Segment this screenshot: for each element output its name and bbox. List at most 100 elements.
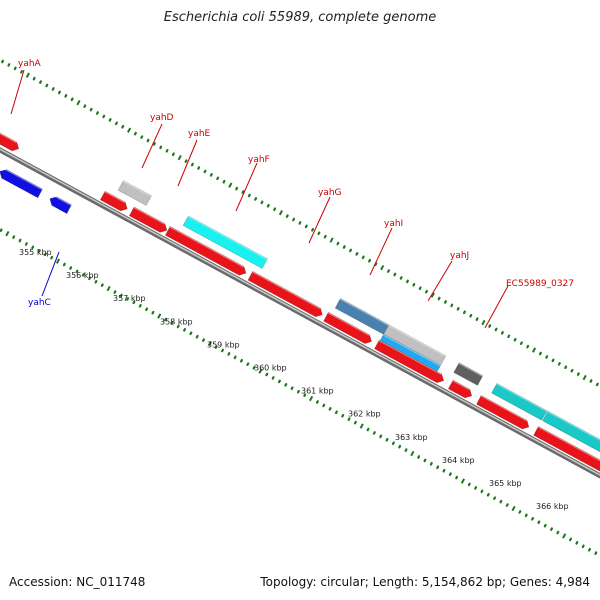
minor-tick bbox=[404, 448, 408, 452]
minor-tick bbox=[102, 114, 106, 119]
major-tick bbox=[531, 347, 537, 353]
minor-tick bbox=[260, 200, 264, 205]
minor-tick bbox=[45, 83, 49, 88]
forward-cds-arrow bbox=[247, 270, 323, 318]
minor-tick bbox=[62, 262, 66, 267]
minor-tick bbox=[43, 252, 47, 257]
minor-tick bbox=[18, 238, 22, 243]
minor-tick bbox=[189, 331, 193, 336]
minor-tick bbox=[24, 242, 28, 246]
minor-tick bbox=[108, 118, 112, 122]
minor-tick bbox=[140, 135, 144, 139]
minor-tick bbox=[328, 407, 332, 411]
major-tick bbox=[76, 100, 81, 106]
minor-tick bbox=[216, 176, 220, 181]
minor-tick bbox=[391, 441, 395, 446]
minor-tick bbox=[551, 358, 555, 363]
minor-tick bbox=[265, 372, 269, 377]
gene-label-yahg: yahG bbox=[318, 188, 342, 198]
minor-tick bbox=[564, 365, 568, 370]
minor-tick bbox=[241, 190, 245, 194]
minor-tick bbox=[247, 193, 251, 198]
cog-block bbox=[379, 333, 442, 372]
feature-highlight bbox=[187, 215, 268, 260]
genome-summary-text: Topology: circular; Length: 5,154,862 bp… bbox=[260, 575, 590, 589]
minor-tick bbox=[138, 304, 142, 308]
minor-tick bbox=[341, 413, 345, 418]
minor-tick bbox=[569, 537, 573, 542]
minor-tick bbox=[436, 465, 440, 470]
minor-tick bbox=[443, 300, 447, 304]
gene-leader-line bbox=[141, 123, 163, 169]
minor-tick bbox=[296, 389, 300, 394]
minor-tick bbox=[545, 355, 549, 359]
minor-tick bbox=[347, 417, 351, 421]
minor-tick bbox=[146, 138, 150, 143]
minor-tick bbox=[298, 221, 302, 225]
minor-tick bbox=[315, 400, 319, 404]
minor-tick bbox=[507, 334, 511, 339]
minor-tick bbox=[462, 310, 466, 315]
genome-backbone bbox=[0, 147, 600, 479]
minor-tick bbox=[273, 207, 277, 212]
minor-tick bbox=[442, 468, 446, 473]
minor-tick bbox=[94, 279, 98, 284]
reverse-cds-arrow bbox=[0, 169, 43, 199]
major-tick bbox=[380, 264, 385, 271]
minor-tick bbox=[152, 142, 156, 146]
minor-tick bbox=[203, 169, 207, 174]
minor-tick bbox=[254, 197, 258, 201]
gene-label-yahi: yahI bbox=[384, 219, 403, 229]
minor-tick bbox=[13, 66, 17, 71]
minor-tick bbox=[37, 249, 41, 253]
forward-cds-arrow bbox=[533, 425, 600, 472]
minor-tick bbox=[355, 252, 359, 256]
major-tick bbox=[157, 313, 162, 319]
minor-tick bbox=[64, 94, 68, 98]
minor-tick bbox=[311, 228, 315, 232]
minor-tick bbox=[235, 186, 239, 191]
major-tick bbox=[410, 450, 415, 457]
minor-tick bbox=[151, 310, 155, 315]
kbp-label: 357 kbp bbox=[113, 294, 146, 303]
minor-tick bbox=[372, 431, 376, 435]
gene-leader-line bbox=[235, 162, 258, 212]
minor-tick bbox=[543, 523, 547, 528]
cog-block bbox=[491, 382, 548, 421]
minor-tick bbox=[387, 269, 391, 273]
minor-tick bbox=[75, 269, 79, 274]
feature-highlight bbox=[458, 362, 483, 377]
minor-tick bbox=[51, 87, 55, 91]
minor-tick bbox=[524, 513, 528, 518]
kbp-label: 359 kbp bbox=[207, 340, 240, 349]
minor-tick bbox=[69, 266, 73, 270]
kbp-label: 363 kbp bbox=[395, 433, 428, 442]
minor-tick bbox=[222, 179, 226, 184]
feature-highlight bbox=[133, 206, 165, 225]
major-tick bbox=[562, 533, 567, 539]
major-tick bbox=[55, 258, 61, 264]
minor-tick bbox=[429, 462, 433, 466]
minor-tick bbox=[379, 434, 383, 439]
kbp-label: 355 kbp bbox=[19, 248, 52, 257]
kbp-label: 362 kbp bbox=[348, 410, 381, 419]
feature-highlight bbox=[378, 340, 442, 375]
minor-tick bbox=[303, 393, 307, 397]
minor-tick bbox=[132, 300, 136, 305]
minor-tick bbox=[1, 59, 5, 64]
minor-tick bbox=[252, 365, 256, 370]
minor-tick bbox=[417, 455, 421, 459]
minor-tick bbox=[412, 282, 416, 287]
minor-tick bbox=[353, 420, 357, 425]
major-tick bbox=[127, 127, 132, 133]
kbp-label: 364 kbp bbox=[442, 456, 475, 465]
gene-label-yahd: yahD bbox=[150, 113, 174, 123]
minor-tick bbox=[227, 352, 231, 356]
minor-tick bbox=[202, 338, 206, 342]
major-tick bbox=[278, 209, 284, 216]
minor-tick bbox=[126, 297, 130, 301]
map-title: Escherichia coli 55989, complete genome bbox=[163, 10, 437, 25]
major-tick bbox=[258, 368, 263, 374]
gene-label-layer: yahA yahD yahE yahF yahG yahI yahJ EC55989_0327… bbox=[10, 59, 574, 329]
feature-highlight bbox=[452, 380, 470, 391]
